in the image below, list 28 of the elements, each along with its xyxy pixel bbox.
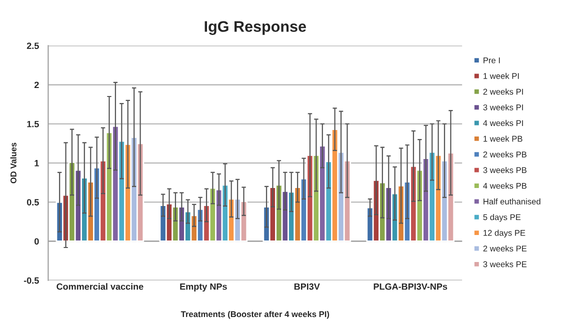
x-tick-label: PLGA-BPI3V-NPs [374, 283, 448, 290]
legend-label: 2 weeks PI [483, 88, 523, 95]
y-tick-label: 2.5 [26, 42, 39, 49]
y-tick-label: 1 [34, 160, 39, 166]
x-tick-label: BPI3V [294, 283, 320, 290]
y-tick-label: -0.5 [24, 277, 39, 284]
x-tick-label: Commercial vaccine [56, 283, 144, 290]
legend-label: 1 week PB [484, 136, 522, 142]
legend-label: 3 weeks PI [483, 104, 523, 110]
x-axis-title: Treatments (Booster after 4 weeks PI) [180, 311, 330, 319]
y-tick-label: 1.5 [27, 120, 39, 128]
chart-title: IgG Response [204, 21, 306, 35]
legend-label: 4 weeks PB [483, 182, 526, 189]
legend-label: Half euthanised [484, 198, 540, 204]
legend-label: 1 week PI [484, 72, 519, 79]
legend-label: 4 weeks PI [483, 120, 523, 126]
x-tick-label: Empty NPs [180, 283, 227, 292]
legend-label: 2 weeks PE [483, 245, 527, 252]
legend-label: 5 days PE [483, 214, 521, 222]
legend-label: 3 weeks PB [483, 166, 526, 174]
legend-label: 12 days PE [484, 230, 526, 238]
y-tick-label: 0.5 [26, 199, 39, 206]
legend-label: 2 weeks PB [483, 151, 526, 158]
y-tick-label: 2 [34, 82, 39, 88]
y-tick-label: 0 [34, 238, 39, 245]
y-axis-title: OD Values [10, 142, 16, 184]
legend-label: 3 weeks PE [483, 261, 527, 268]
legend-label: Pre I [484, 57, 500, 64]
